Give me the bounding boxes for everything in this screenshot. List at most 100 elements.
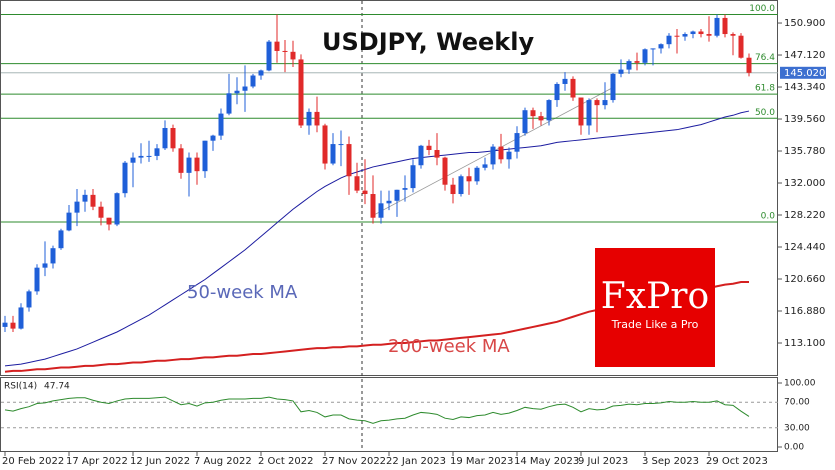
candle-body	[514, 133, 520, 152]
candle-body	[538, 116, 544, 121]
candle-body	[402, 188, 408, 190]
candle-body	[562, 78, 568, 84]
candle-body	[642, 49, 648, 63]
candle-body	[98, 206, 104, 218]
candle-body	[602, 100, 608, 106]
logo-name: FxPro	[601, 276, 709, 317]
x-tick-label: 19 Mar 2023	[450, 456, 513, 467]
candle-body	[578, 97, 584, 126]
candle-body	[130, 157, 136, 163]
rsi-tick-label: 0.00	[784, 443, 804, 453]
candle-body	[714, 17, 720, 36]
candle-body	[330, 144, 336, 164]
candle-body	[722, 17, 728, 35]
candle-body	[690, 31, 696, 35]
last-price-box	[780, 66, 826, 79]
candle-body	[362, 190, 368, 195]
candle-body	[290, 51, 296, 60]
candle-body	[594, 100, 600, 106]
candle-body	[650, 48, 656, 50]
candle-body	[674, 35, 680, 37]
candle-body	[66, 212, 72, 231]
y-tick-label: 143.340	[784, 82, 825, 93]
candle-body	[234, 90, 240, 94]
x-tick-label: 17 Apr 2022	[66, 456, 128, 467]
rsi-panel	[0, 377, 778, 452]
candle-body	[610, 73, 616, 101]
candle-body	[658, 44, 664, 49]
candle-body	[282, 50, 288, 52]
candle-body	[58, 230, 64, 249]
candle-body	[338, 144, 344, 146]
candle-body	[82, 194, 88, 202]
rsi-tick-label: 70.00	[784, 398, 810, 408]
candle-body	[418, 145, 424, 166]
y-tick-label: 139.560	[784, 114, 825, 125]
y-tick-label: 132.000	[784, 178, 825, 189]
candle-body	[466, 176, 472, 182]
candle-body	[490, 146, 496, 165]
candle-body	[698, 31, 704, 35]
candle-body	[258, 70, 264, 76]
rsi-line	[4, 396, 750, 424]
candle-body	[218, 113, 224, 136]
candle-body	[186, 157, 192, 173]
candle-body	[730, 34, 736, 36]
candle-body	[42, 263, 48, 268]
ma-label: 50-week MA	[187, 282, 298, 303]
candle-body	[746, 57, 752, 73]
candle-body	[666, 35, 672, 45]
candle-body	[26, 291, 32, 308]
candle-body	[50, 248, 56, 264]
candle-body	[570, 78, 576, 98]
y-tick-label: 116.880	[784, 306, 825, 317]
candle-body	[706, 34, 712, 36]
x-tick-label: 29 Oct 2023	[706, 456, 768, 467]
candle-body	[298, 59, 304, 126]
plot-layer: 150.900 147.120 143.340 139.560 135.780 132.0…	[1, 4, 826, 467]
candle-body	[138, 155, 144, 158]
x-tick-label: 3 Sep 2023	[642, 456, 699, 467]
candle-body	[442, 157, 448, 185]
candle-body	[162, 127, 168, 149]
candle-body	[34, 267, 40, 292]
y-tick-label: 150.900	[784, 18, 825, 29]
candle-body	[530, 110, 536, 117]
candle-body	[314, 111, 320, 126]
candle-body	[386, 200, 392, 204]
candle-body	[122, 162, 128, 194]
y-tick-label: 128.220	[784, 210, 825, 221]
fib-label: 61.8	[755, 84, 775, 94]
candle-body	[738, 35, 744, 58]
candle-body	[266, 41, 272, 71]
logo-box	[595, 248, 715, 367]
candle-body	[90, 194, 96, 207]
candle-body	[394, 189, 400, 201]
x-tick-label: 12 Jun 2022	[130, 456, 190, 467]
x-tick-label: 20 Feb 2022	[2, 456, 64, 467]
x-tick-label: 22 Jan 2023	[386, 456, 446, 467]
candle-body	[618, 69, 624, 74]
candle-body	[458, 176, 464, 195]
candle-body	[210, 135, 216, 141]
y-tick-label: 147.120	[784, 50, 825, 61]
candle-body	[450, 184, 456, 195]
candle-body	[114, 193, 120, 225]
candle-body	[242, 86, 248, 91]
rsi-last-value: 47.74	[44, 382, 70, 392]
candle-body	[370, 194, 376, 218]
candle-body	[178, 148, 184, 173]
candle-body	[194, 157, 200, 172]
fib-label: 0.0	[761, 211, 776, 221]
candle-body	[498, 146, 504, 160]
candle-body	[410, 165, 416, 189]
y-tick-label: 113.100	[784, 338, 825, 349]
last-price-label: 145.020	[784, 68, 825, 79]
rsi-tick-label: 30.00	[784, 423, 810, 433]
candle-body	[10, 322, 16, 329]
candle-body	[354, 176, 360, 191]
fib-label: 76.4	[755, 53, 775, 63]
candle-body	[506, 151, 512, 160]
y-tick-label: 135.780	[784, 146, 825, 157]
